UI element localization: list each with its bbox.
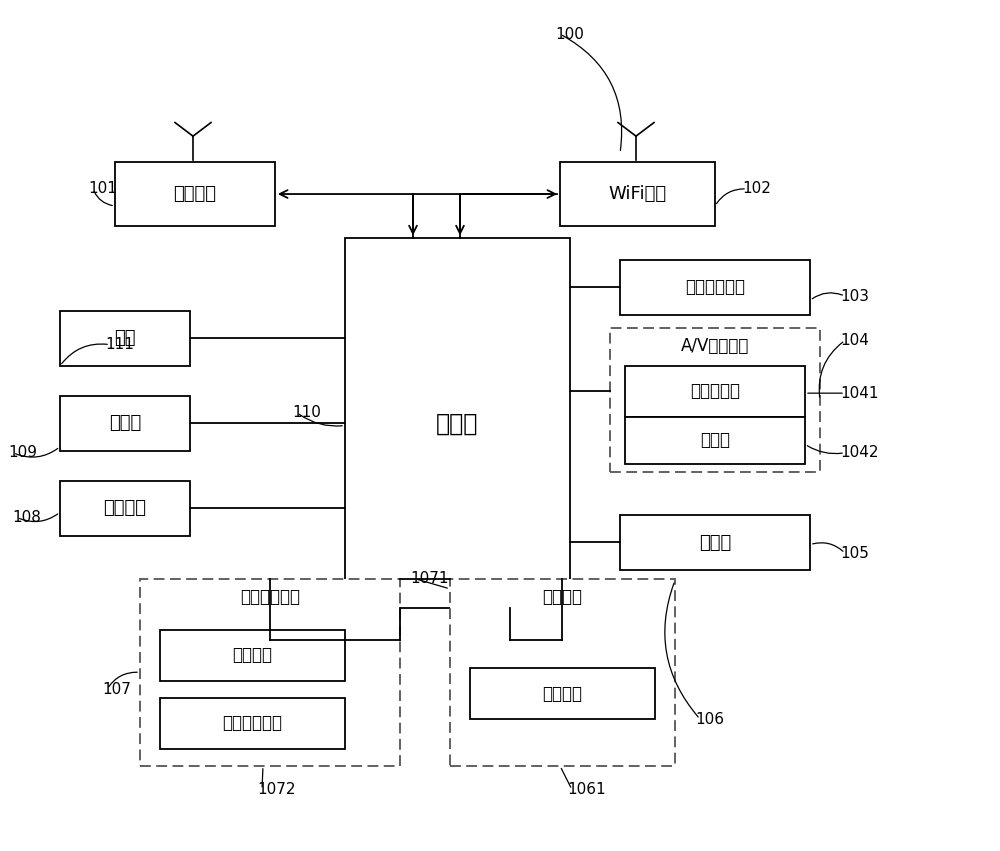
Text: 103: 103 — [840, 288, 869, 304]
Bar — [140, 579, 400, 766]
Text: 射频单元: 射频单元 — [174, 185, 216, 203]
Bar — [620, 260, 810, 315]
Text: A/V输入单元: A/V输入单元 — [681, 337, 749, 356]
Text: 处理器: 处理器 — [436, 411, 479, 436]
Text: 109: 109 — [8, 445, 37, 460]
Bar — [450, 579, 675, 766]
Text: 102: 102 — [742, 181, 771, 197]
Text: 1071: 1071 — [410, 571, 448, 586]
Text: 接口单元: 接口单元 — [104, 500, 146, 517]
Text: 106: 106 — [695, 711, 724, 727]
Text: 存储器: 存储器 — [109, 414, 141, 432]
Bar — [60, 311, 190, 366]
Bar — [625, 366, 805, 417]
Text: 110: 110 — [292, 405, 321, 420]
Text: 107: 107 — [102, 682, 131, 697]
Text: 104: 104 — [840, 333, 869, 348]
Text: 音频输出单元: 音频输出单元 — [685, 278, 745, 296]
Bar — [115, 162, 275, 226]
Text: 显示面板: 显示面板 — [542, 684, 582, 703]
Text: 111: 111 — [105, 337, 134, 352]
Text: 麦克风: 麦克风 — [700, 431, 730, 449]
Text: 传感器: 传感器 — [699, 534, 731, 551]
Text: 108: 108 — [12, 510, 41, 525]
Bar — [60, 481, 190, 536]
Bar — [345, 238, 570, 608]
Text: 用户输入单元: 用户输入单元 — [240, 588, 300, 607]
Text: 电源: 电源 — [114, 329, 136, 347]
Bar — [160, 698, 345, 749]
Text: 1042: 1042 — [840, 445, 879, 460]
Text: 其他输入设备: 其他输入设备 — [222, 714, 283, 733]
Text: 图形处理器: 图形处理器 — [690, 382, 740, 401]
Bar — [625, 417, 805, 464]
Text: WiFi模块: WiFi模块 — [608, 185, 667, 203]
Text: 显示单元: 显示单元 — [542, 588, 582, 607]
Text: 1041: 1041 — [840, 386, 879, 401]
Text: 105: 105 — [840, 545, 869, 561]
Text: 触控面板: 触控面板 — [232, 646, 272, 665]
Text: 101: 101 — [88, 181, 117, 197]
Bar — [60, 396, 190, 451]
Text: 1061: 1061 — [567, 782, 606, 797]
Text: 1072: 1072 — [257, 782, 296, 797]
Bar — [470, 668, 655, 719]
Bar — [160, 630, 345, 681]
Bar — [610, 328, 820, 472]
Text: 100: 100 — [555, 26, 584, 42]
Bar — [560, 162, 715, 226]
Bar — [620, 515, 810, 570]
